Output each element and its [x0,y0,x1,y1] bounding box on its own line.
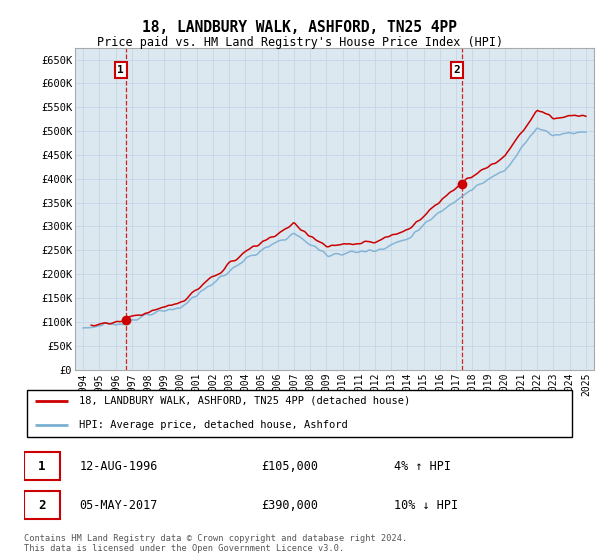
Text: 1: 1 [38,460,46,473]
Text: 1: 1 [118,65,124,75]
Text: 2: 2 [454,65,460,75]
FancyBboxPatch shape [24,491,60,519]
Text: 05-MAY-2017: 05-MAY-2017 [79,498,158,512]
Text: £105,000: £105,000 [262,460,319,473]
Text: 2: 2 [38,498,46,512]
FancyBboxPatch shape [24,452,60,480]
Text: Price paid vs. HM Land Registry's House Price Index (HPI): Price paid vs. HM Land Registry's House … [97,36,503,49]
Text: Contains HM Land Registry data © Crown copyright and database right 2024.
This d: Contains HM Land Registry data © Crown c… [24,534,407,553]
FancyBboxPatch shape [27,390,572,437]
Text: 10% ↓ HPI: 10% ↓ HPI [394,498,458,512]
Text: 12-AUG-1996: 12-AUG-1996 [79,460,158,473]
Text: 4% ↑ HPI: 4% ↑ HPI [394,460,451,473]
Text: HPI: Average price, detached house, Ashford: HPI: Average price, detached house, Ashf… [79,420,348,430]
Text: 18, LANDBURY WALK, ASHFORD, TN25 4PP (detached house): 18, LANDBURY WALK, ASHFORD, TN25 4PP (de… [79,396,410,406]
Text: 18, LANDBURY WALK, ASHFORD, TN25 4PP: 18, LANDBURY WALK, ASHFORD, TN25 4PP [143,20,458,35]
Text: £390,000: £390,000 [262,498,319,512]
